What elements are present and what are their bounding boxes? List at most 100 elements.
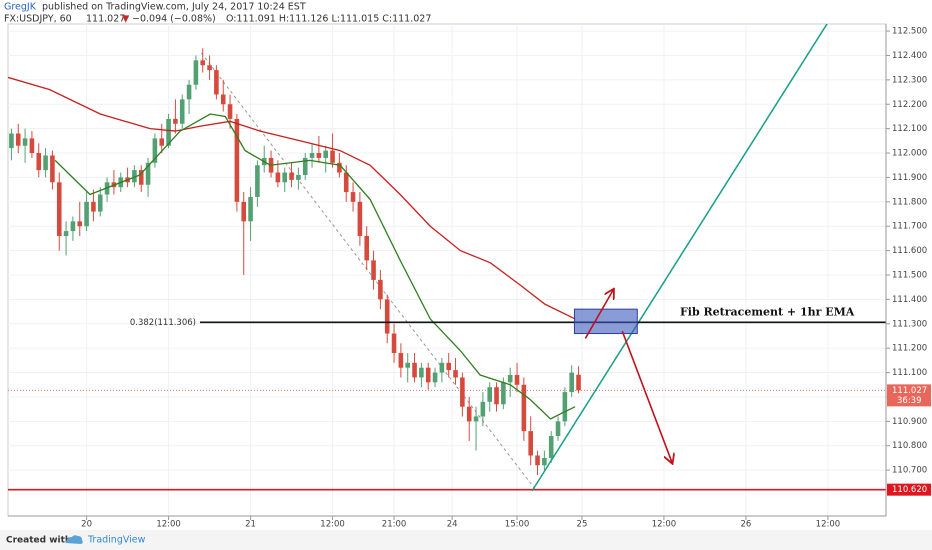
logo xyxy=(66,535,83,544)
candle-body xyxy=(569,372,574,393)
footer-bar xyxy=(0,530,932,550)
y-tick-label: 112.400 xyxy=(892,51,927,61)
candle-body xyxy=(9,133,14,149)
x-tick-label: 21 xyxy=(245,520,256,530)
candle-body xyxy=(405,362,411,368)
candle-body xyxy=(255,165,260,197)
candle-body xyxy=(371,260,376,280)
candle-body xyxy=(296,174,301,180)
candle-body xyxy=(29,138,35,154)
candle-body xyxy=(548,435,554,458)
y-tick-label: 111.600 xyxy=(892,246,927,256)
candle-body xyxy=(50,155,55,183)
x-tick-label: 12:00 xyxy=(652,520,677,530)
candle-body xyxy=(91,201,96,212)
y-tick-label: 112.000 xyxy=(892,149,927,159)
x-tick-label: 20 xyxy=(81,520,92,530)
candle-body xyxy=(77,221,83,227)
candle-body xyxy=(542,457,547,466)
y-tick-label: 112.500 xyxy=(892,27,927,37)
candle-body xyxy=(193,60,199,85)
candle-body xyxy=(56,182,62,236)
y-tick-label: 110.900 xyxy=(892,417,927,427)
x-tick-label: 26 xyxy=(741,520,752,530)
x-tick-label: 21:00 xyxy=(382,520,407,530)
candle-body xyxy=(282,172,288,183)
footer-created: Created with xyxy=(6,536,71,546)
trend-line xyxy=(531,24,828,492)
ema-line xyxy=(8,76,576,320)
author[interactable]: GregJK xyxy=(4,2,37,13)
candle-body xyxy=(309,153,315,158)
candle-body xyxy=(535,455,540,466)
fib-dashed-line xyxy=(200,52,536,490)
fib-label: 0.382(111.306) xyxy=(130,318,196,328)
y-tick-label: 111.400 xyxy=(892,295,927,305)
candle-body xyxy=(378,279,383,300)
candle-body xyxy=(384,299,390,334)
candle-body xyxy=(398,353,404,368)
change: −0.094 (−0.08%) xyxy=(132,14,216,25)
grid xyxy=(8,24,886,516)
candle-body xyxy=(200,60,206,66)
candle-body xyxy=(159,138,165,146)
y-tick-label: 111.500 xyxy=(892,271,927,281)
candle-body xyxy=(241,201,247,222)
y-tick-label: 111.100 xyxy=(892,368,927,378)
x-tick-label: 12:00 xyxy=(156,520,181,530)
candle-body xyxy=(419,367,424,378)
candle-body xyxy=(132,170,137,183)
candle-body xyxy=(507,375,513,383)
y-tick-label: 111.900 xyxy=(892,173,927,183)
candle-body xyxy=(138,170,144,185)
zone-box xyxy=(573,308,638,335)
x-tick-label: 24 xyxy=(447,520,458,530)
price-tag xyxy=(887,384,931,407)
candle-body xyxy=(425,367,431,383)
candle-body xyxy=(521,384,527,432)
candle-body xyxy=(439,362,445,373)
candle-body xyxy=(432,372,438,383)
countdown: 36:39 xyxy=(897,396,922,406)
candle-body xyxy=(248,196,253,222)
candle-body xyxy=(412,362,417,378)
x-tick-label: 12:00 xyxy=(816,520,841,530)
candle-body xyxy=(473,416,479,422)
y-tick-label: 110.800 xyxy=(892,441,927,451)
candle-body xyxy=(152,138,158,163)
support-tag-label: 110.620 xyxy=(892,485,927,495)
candle-body xyxy=(275,172,281,183)
y-tick-label: 111.300 xyxy=(892,319,927,329)
candle-body xyxy=(391,333,397,354)
plot-area xyxy=(7,23,887,517)
candle-body xyxy=(501,382,506,405)
candle-body xyxy=(22,138,28,146)
candle-body xyxy=(337,162,342,173)
candle-body xyxy=(357,201,363,236)
candle-body xyxy=(480,401,486,417)
candle-body xyxy=(97,194,103,212)
y-tick-label: 112.100 xyxy=(892,124,927,134)
candle-body xyxy=(70,221,76,232)
candle-body xyxy=(330,150,335,163)
candle-body xyxy=(343,172,349,193)
y-tick-label: 111.800 xyxy=(892,197,927,207)
candle-body xyxy=(364,235,370,261)
candle-body xyxy=(466,406,472,422)
candle-body xyxy=(528,431,534,456)
y-tick-label: 111.700 xyxy=(892,222,927,232)
candle-body xyxy=(576,374,581,391)
y-tick-label: 111.200 xyxy=(892,344,927,354)
candle-body xyxy=(234,118,240,202)
candle-body xyxy=(323,150,329,158)
candle-body xyxy=(145,162,151,185)
candle-body xyxy=(289,172,294,180)
candle-body xyxy=(227,104,233,119)
candle-body xyxy=(487,387,493,402)
y-tick-label: 112.300 xyxy=(892,75,927,85)
fib-note: Fib Retracement + 1hr EMA xyxy=(680,305,855,318)
x-tick-label: 15:00 xyxy=(505,520,530,530)
footer-brand[interactable]: TradingView xyxy=(87,535,146,546)
ohlc: O:111.091 H:111.126 L:111.015 C:111.027 xyxy=(226,14,431,25)
